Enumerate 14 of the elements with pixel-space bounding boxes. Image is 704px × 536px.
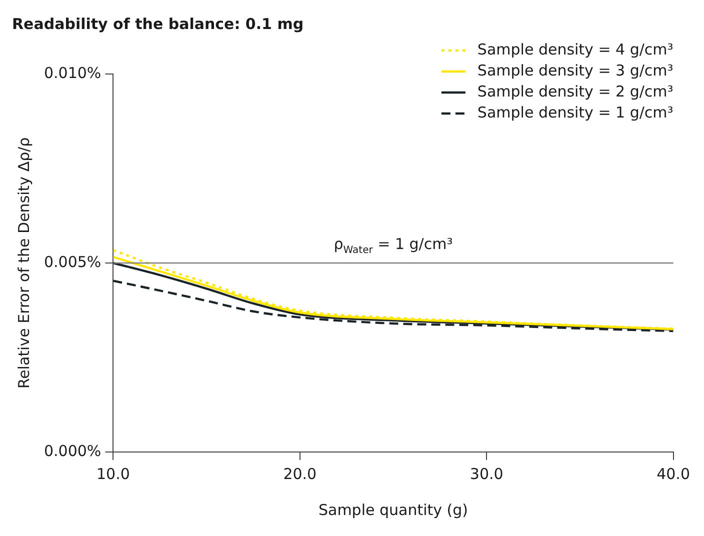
legend-label: Sample density = 1 g/cm³ [477, 103, 674, 122]
x-tick-label: 20.0 [283, 464, 317, 483]
legend-label: Sample density = 4 g/cm³ [477, 40, 674, 58]
chart-title: Readability of the balance: 0.1 mg [12, 14, 304, 33]
y-tick-label: 0.000% [44, 442, 102, 460]
y-tick-label: 0.005% [44, 252, 102, 271]
y-tick-label: 0.010% [44, 64, 102, 82]
x-tick-label: 30.0 [470, 464, 504, 483]
x-axis-title: Sample quantity (g) [318, 500, 468, 519]
x-tick-label: 10.0 [96, 464, 130, 483]
y-axis-title: Relative Error of the Density Δρ/ρ [14, 137, 33, 389]
legend-label: Sample density = 2 g/cm³ [477, 82, 674, 100]
x-tick-label: 40.0 [656, 464, 690, 483]
legend-label: Sample density = 3 g/cm³ [477, 61, 674, 80]
